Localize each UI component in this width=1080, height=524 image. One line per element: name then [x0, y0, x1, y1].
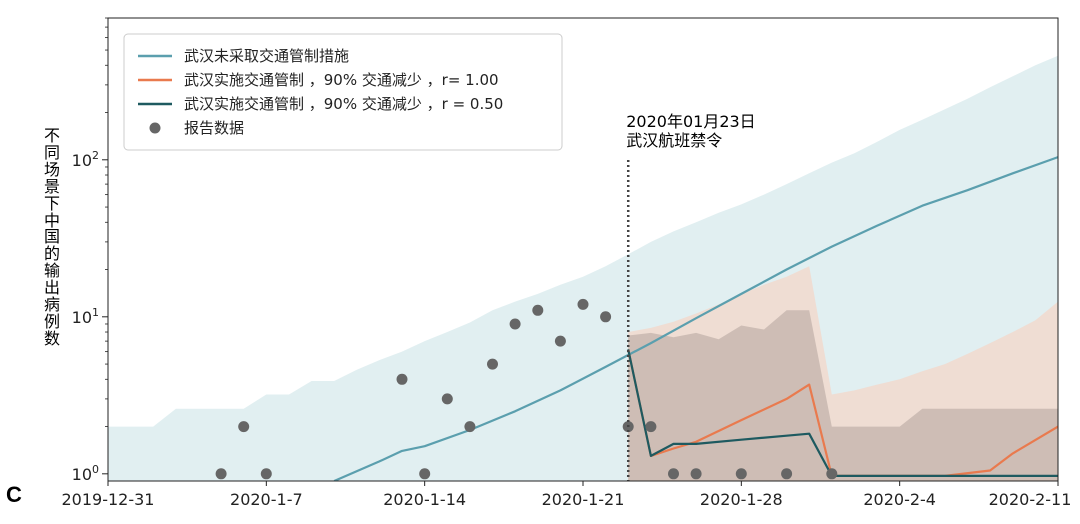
legend-label-2: 武汉实施交通管制 ，90% 交通减少 ，r= 1.00: [184, 71, 499, 89]
y-tick-label: 100: [72, 463, 99, 484]
legend-label-4: 报告数据: [184, 119, 244, 137]
annotation-line-1: 2020年01月23日: [626, 112, 755, 131]
reported-point: [487, 358, 498, 370]
reported-point: [532, 304, 544, 316]
reported-point: [668, 468, 679, 480]
x-tick-label: 2020-1-7: [230, 490, 303, 509]
reported-point: [238, 421, 250, 433]
reported-point: [577, 298, 589, 310]
series-band-3: [628, 310, 1058, 481]
reported-point: [260, 468, 272, 480]
x-tick-label: 2020-2-4: [863, 490, 936, 509]
reported-point: [690, 468, 702, 480]
x-tick-label: 2020-1-21: [542, 490, 625, 509]
reported-point: [215, 468, 227, 480]
reported-point: [509, 318, 521, 330]
legend-label-3: 武汉实施交通管制 ，90% 交通减少 ，r = 0.50: [184, 95, 503, 113]
y-tick-label: 101: [72, 306, 99, 327]
legend-box: [123, 33, 563, 151]
annotation-line-2: 武汉航班禁令: [626, 131, 722, 150]
x-axis: 2019-12-31 2020-1-7 2020-1-14 2020-1-21 2020…: [62, 481, 1072, 509]
reported-point: [735, 468, 747, 480]
legend-label-1: 武汉未采取交通管制措施: [184, 47, 349, 65]
x-tick-label: 2020-2-11: [989, 490, 1072, 509]
legend-dot: [149, 122, 161, 134]
reported-point: [396, 373, 408, 385]
y-axis-label: 不同场景下中国的输出病例数: [43, 126, 60, 348]
uncertainty-bands: [108, 55, 1058, 481]
series-lines: [333, 156, 1058, 481]
x-tick-label: 2020-1-14: [383, 490, 466, 509]
reported-point: [441, 393, 453, 405]
reported-point: [464, 421, 476, 433]
series-line-1: [333, 156, 1058, 481]
series-line-3: [627, 349, 1058, 477]
reported-points: [215, 298, 838, 480]
reported-point: [826, 468, 838, 480]
reported-point: [781, 468, 793, 480]
reported-point: [645, 421, 657, 433]
reported-point: [600, 311, 612, 323]
x-tick-label: 2020-1-28: [700, 490, 783, 509]
y-axis: 100 101 102: [72, 17, 108, 484]
reported-point: [419, 468, 431, 480]
panel-letter: C: [6, 482, 22, 507]
x-tick-label: 2019-12-31: [62, 490, 155, 509]
reported-point: [554, 335, 566, 347]
series-line-2: [627, 349, 1058, 477]
y-tick-label: 102: [72, 149, 99, 170]
